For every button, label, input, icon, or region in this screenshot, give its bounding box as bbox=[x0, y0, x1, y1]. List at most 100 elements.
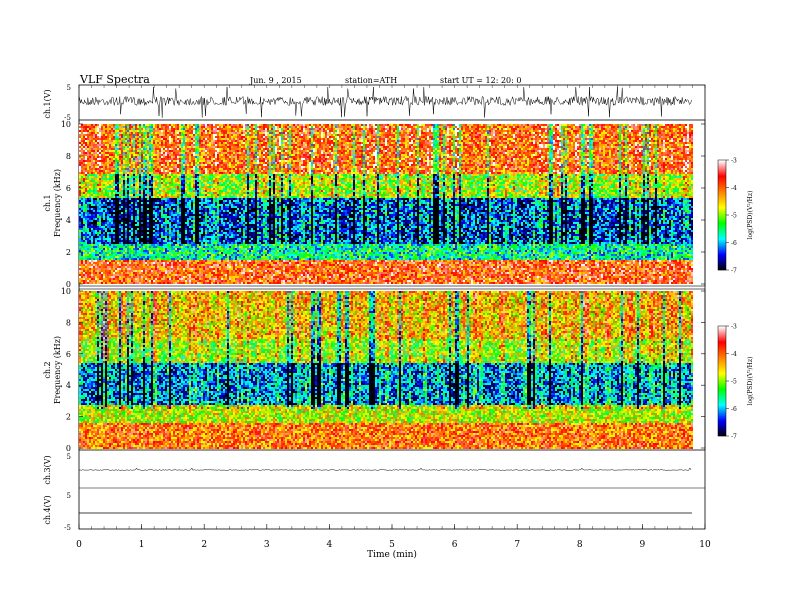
spectrogram-cell bbox=[159, 128, 161, 130]
spectrogram-cell bbox=[295, 130, 297, 132]
spectrogram-cell bbox=[219, 154, 221, 156]
spectrogram-cell bbox=[407, 130, 409, 132]
spectrogram-cell bbox=[583, 134, 585, 136]
spectrogram-cell bbox=[281, 132, 283, 134]
spectrogram-cell bbox=[519, 124, 521, 126]
spectrogram-cell bbox=[215, 126, 217, 128]
spectrogram-cell bbox=[407, 144, 409, 146]
spectrogram-cell bbox=[503, 152, 505, 154]
spectrogram-cell bbox=[353, 132, 355, 134]
spectrogram-cell bbox=[107, 152, 109, 154]
spectrogram-cell bbox=[191, 152, 193, 154]
spectrogram-cell bbox=[197, 156, 199, 158]
spectrogram-cell bbox=[547, 130, 549, 132]
spectrogram-cell bbox=[555, 146, 557, 148]
spectrogram-cell bbox=[669, 126, 671, 128]
spectrogram-cell bbox=[239, 134, 241, 136]
spectrogram-cell bbox=[157, 130, 159, 132]
spectrogram-cell bbox=[195, 148, 197, 150]
spectrogram-cell bbox=[165, 140, 167, 142]
spectrogram-cell bbox=[547, 148, 549, 150]
spectrogram-cell bbox=[339, 144, 341, 146]
spectrogram-cell bbox=[609, 130, 611, 132]
spectrogram-cell bbox=[645, 154, 647, 156]
spectrogram-cell bbox=[139, 128, 141, 130]
spectrogram-cell bbox=[615, 126, 617, 128]
spectrogram-cell bbox=[537, 152, 539, 154]
spectrogram-cell bbox=[81, 126, 83, 128]
spectrogram-cell bbox=[233, 154, 235, 156]
spectrogram-cell bbox=[237, 150, 239, 152]
spectrogram-cell bbox=[439, 148, 441, 150]
spectrogram-cell bbox=[671, 124, 673, 126]
spectrogram-cell bbox=[647, 142, 649, 144]
spectrogram-cell bbox=[669, 146, 671, 148]
spectrogram-cell bbox=[173, 152, 175, 154]
spectrogram-cell bbox=[447, 124, 449, 126]
spectrogram-cell bbox=[149, 136, 151, 138]
spectrogram-cell bbox=[411, 136, 413, 138]
spectrogram-cell bbox=[229, 128, 231, 130]
spectrogram-cell bbox=[403, 128, 405, 130]
spectrogram-cell bbox=[507, 126, 509, 128]
spectrogram-cell bbox=[403, 144, 405, 146]
spectrogram-cell bbox=[79, 140, 81, 142]
spectrogram-cell bbox=[199, 136, 201, 138]
spectrogram-cell bbox=[561, 124, 563, 126]
spectrogram-cell bbox=[683, 148, 685, 150]
spectrogram-cell bbox=[425, 136, 427, 138]
spectrogram-cell bbox=[531, 154, 533, 156]
spectrogram-cell bbox=[243, 150, 245, 152]
spectrogram-cell bbox=[389, 124, 391, 126]
spectrogram-cell bbox=[183, 142, 185, 144]
spectrogram-cell bbox=[323, 132, 325, 134]
spectrogram-cell bbox=[139, 140, 141, 142]
spectrogram-cell bbox=[645, 144, 647, 146]
spectrogram-cell bbox=[203, 154, 205, 156]
spectrogram-cell bbox=[237, 124, 239, 126]
spectrogram-cell bbox=[167, 126, 169, 128]
spectrogram-cell bbox=[209, 136, 211, 138]
spectrogram-cell bbox=[681, 134, 683, 136]
spectrogram-cell bbox=[237, 136, 239, 138]
spectrogram-cell bbox=[317, 136, 319, 138]
spectrogram-cell bbox=[199, 142, 201, 144]
spectrogram-cell bbox=[665, 128, 667, 130]
spectrogram-cell bbox=[437, 150, 439, 152]
spectrogram-cell bbox=[319, 142, 321, 144]
spectrogram-cell bbox=[639, 144, 641, 146]
spectrogram-cell bbox=[215, 154, 217, 156]
spectrogram-cell bbox=[411, 126, 413, 128]
spectrogram-cell bbox=[303, 124, 305, 126]
spectrogram-cell bbox=[545, 148, 547, 150]
spectrogram-cell bbox=[485, 150, 487, 152]
spectrogram-cell bbox=[645, 140, 647, 142]
spectrogram-cell bbox=[499, 128, 501, 130]
spectrogram-cell bbox=[125, 124, 127, 126]
spectrogram-cell bbox=[81, 144, 83, 146]
spectrogram-cell bbox=[211, 138, 213, 140]
spectrogram-cell bbox=[519, 152, 521, 154]
spectrogram-cell bbox=[133, 144, 135, 146]
spectrogram-cell bbox=[85, 142, 87, 144]
spectrogram-cell bbox=[677, 132, 679, 134]
spectrogram-cell bbox=[127, 124, 129, 126]
spectrogram-cell bbox=[311, 146, 313, 148]
spectrogram-cell bbox=[129, 136, 131, 138]
spectrogram-cell bbox=[203, 124, 205, 126]
spectrogram-cell bbox=[685, 146, 687, 148]
spectrogram-cell bbox=[577, 124, 579, 126]
spectrogram-cell bbox=[99, 146, 101, 148]
spectrogram-cell bbox=[577, 152, 579, 154]
spectrogram-cell bbox=[251, 138, 253, 140]
spectrogram-cell bbox=[435, 140, 437, 142]
spectrogram-cell bbox=[125, 136, 127, 138]
spectrogram-cell bbox=[491, 140, 493, 142]
spectrogram-cell bbox=[363, 128, 365, 130]
spectrogram-cell bbox=[147, 134, 149, 136]
spectrogram-cell bbox=[581, 148, 583, 150]
spectrogram-cell bbox=[225, 136, 227, 138]
spectrogram-cell bbox=[549, 136, 551, 138]
spectrogram-cell bbox=[235, 140, 237, 142]
spectrogram-cell bbox=[327, 140, 329, 142]
